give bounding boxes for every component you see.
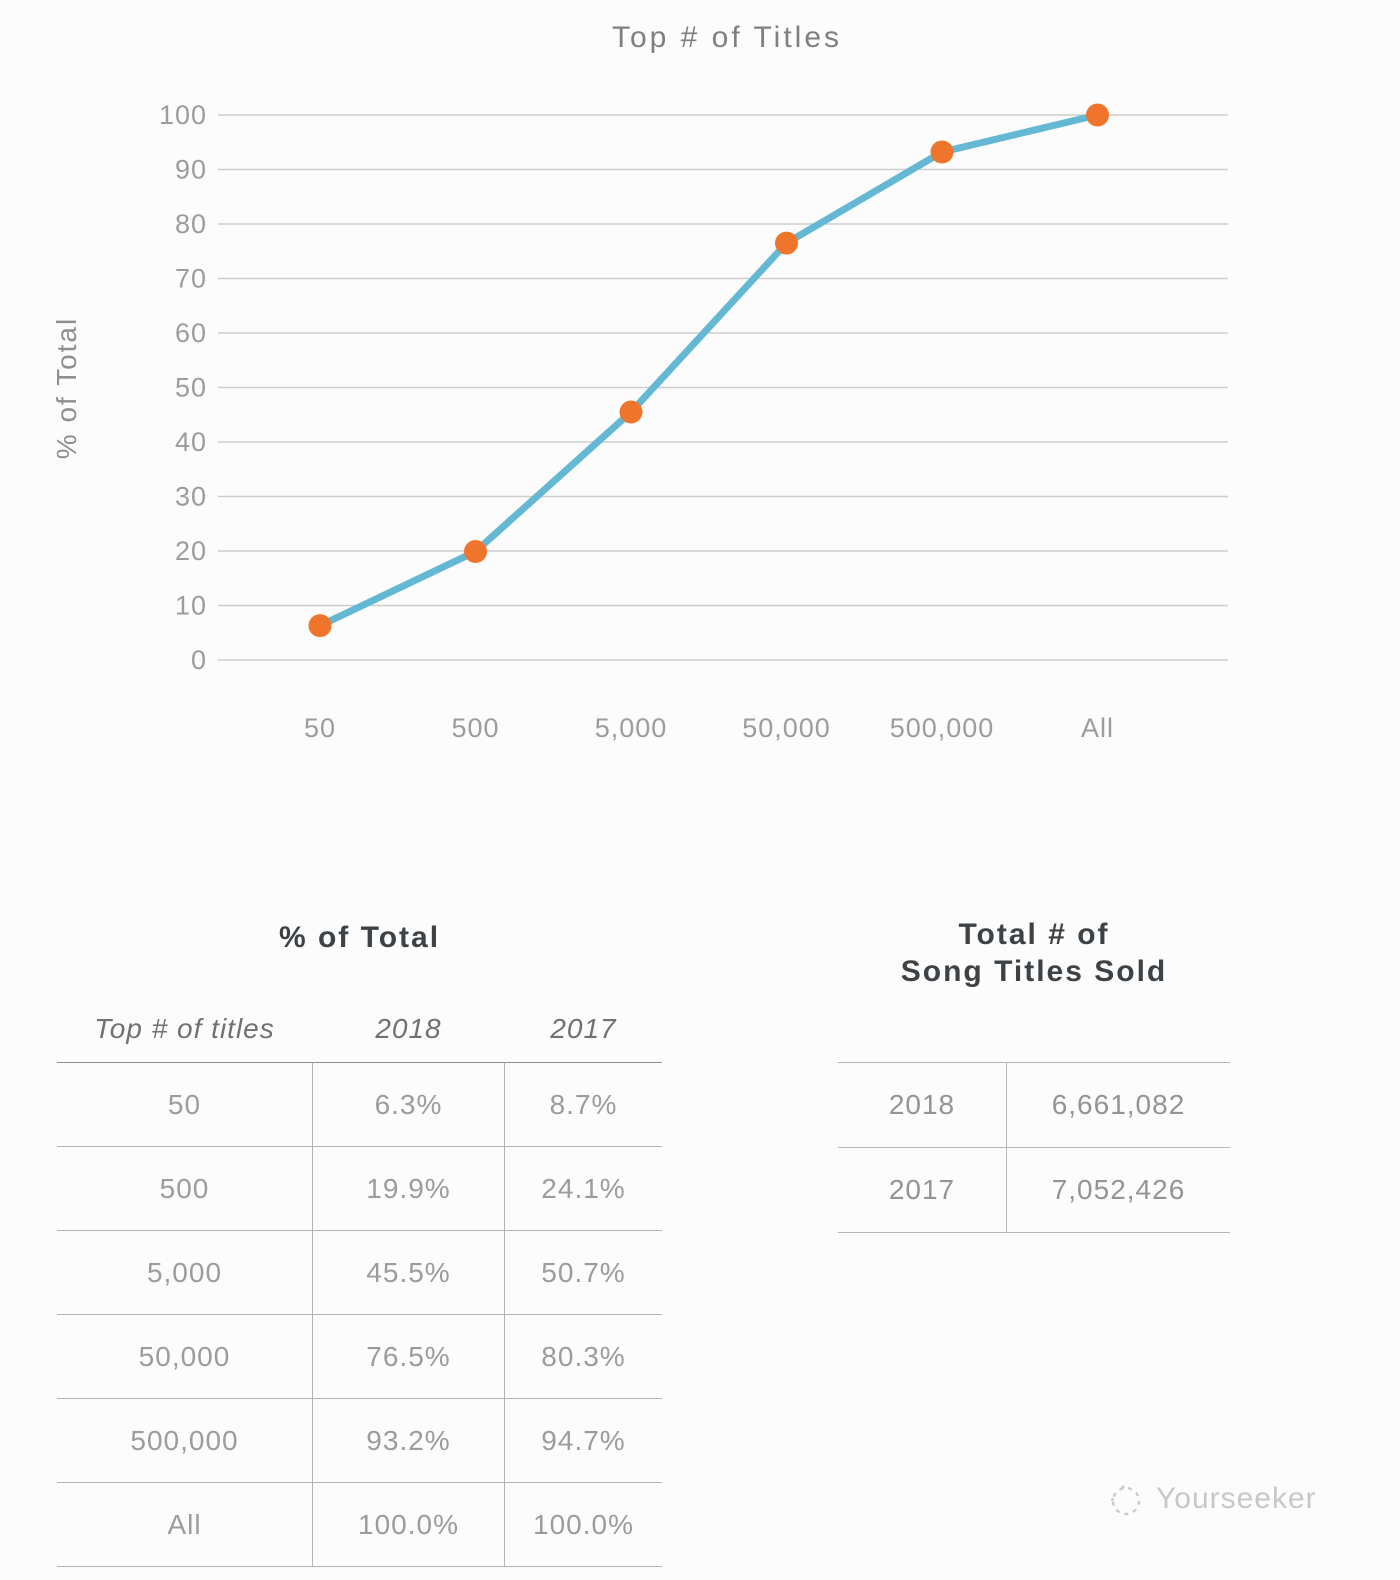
yourseeker-logo-icon bbox=[1110, 1485, 1141, 1516]
table-cell: 6,661,082 bbox=[1007, 1062, 1230, 1147]
table-cell: 94.7% bbox=[505, 1398, 662, 1482]
y-tick-50: 50 bbox=[175, 373, 207, 403]
table-cell: 93.2% bbox=[312, 1398, 505, 1482]
table-cell: 2017 bbox=[838, 1147, 1007, 1233]
right-table-title: Total # of Song Titles Sold bbox=[838, 916, 1230, 990]
right-table-title-line1: Total # of bbox=[958, 918, 1110, 951]
table-cell: 5,000 bbox=[57, 1230, 312, 1314]
x-tick-1: 500 bbox=[451, 713, 499, 743]
right-table-title-line2: Song Titles Sold bbox=[900, 955, 1168, 988]
table-cell: 80.3% bbox=[505, 1314, 662, 1398]
table-cell: 8.7% bbox=[505, 1062, 662, 1146]
y-tick-20: 20 bbox=[175, 536, 207, 566]
x-tick-4: 500,000 bbox=[890, 713, 995, 743]
y-tick-30: 30 bbox=[175, 482, 207, 512]
table-cell: 100.0% bbox=[505, 1482, 662, 1567]
y-tick-0: 0 bbox=[191, 645, 207, 675]
watermark-text: Yourseeker bbox=[1156, 1482, 1317, 1515]
data-point-500,000 bbox=[930, 140, 954, 164]
data-point-All bbox=[1086, 103, 1109, 127]
table-cell: 500 bbox=[57, 1146, 312, 1230]
chart-title: Top # of Titles bbox=[612, 21, 842, 54]
y-tick-10: 10 bbox=[175, 591, 207, 621]
y-tick-90: 90 bbox=[175, 155, 207, 185]
y-tick-100: 100 bbox=[159, 100, 207, 130]
line-chart: Top # of Titles % of Total 0 10 20 30 40 50 60 70… bbox=[51, 21, 1228, 743]
x-tick-2: 5,000 bbox=[595, 713, 668, 743]
y-tick-70: 70 bbox=[175, 264, 207, 294]
watermark: Yourseeker bbox=[1104, 1478, 1317, 1520]
y-axis-label: % of Total bbox=[51, 317, 82, 459]
table-cell: 6.3% bbox=[312, 1062, 505, 1146]
left-table-title: % of Total bbox=[278, 921, 441, 954]
table-cell: 50,000 bbox=[57, 1314, 312, 1398]
table-cell: 76.5% bbox=[312, 1314, 505, 1398]
table-cell: 24.1% bbox=[505, 1146, 662, 1230]
table-cell: 50.7% bbox=[505, 1230, 662, 1314]
table-cell: 500,000 bbox=[57, 1398, 312, 1482]
table-cell: 45.5% bbox=[312, 1230, 505, 1314]
y-tick-80: 80 bbox=[175, 209, 207, 239]
x-tick-0: 50 bbox=[304, 713, 336, 743]
song-titles-sold-table: 2018 6,661,082 2017 7,052,426 bbox=[838, 1062, 1230, 1233]
column-header-2017: 2017 bbox=[550, 1012, 617, 1044]
table-cell: All bbox=[57, 1482, 312, 1567]
data-point-50 bbox=[308, 614, 332, 638]
table-cell: 2018 bbox=[838, 1062, 1007, 1147]
x-tick-5: All bbox=[1081, 713, 1114, 743]
column-header-2018: 2018 bbox=[375, 1012, 442, 1044]
column-header-top-titles: Top # of titles bbox=[94, 1012, 275, 1044]
table-cell: 100.0% bbox=[312, 1482, 505, 1567]
x-tick-3: 50,000 bbox=[742, 713, 831, 743]
table-cell: 50 bbox=[57, 1062, 312, 1146]
table-cell: 19.9% bbox=[312, 1146, 505, 1230]
data-point-50,000 bbox=[775, 231, 798, 255]
data-point-5,000 bbox=[619, 400, 643, 424]
y-tick-60: 60 bbox=[175, 318, 207, 348]
table-cell: 7,052,426 bbox=[1007, 1147, 1230, 1233]
percent-of-total-table: Top # of titles 2018 2017 50 6.3% 8.7% 5… bbox=[57, 995, 662, 1567]
y-tick-40: 40 bbox=[175, 427, 207, 457]
data-line-2018 bbox=[316, 111, 1101, 630]
data-point-500 bbox=[464, 540, 487, 564]
